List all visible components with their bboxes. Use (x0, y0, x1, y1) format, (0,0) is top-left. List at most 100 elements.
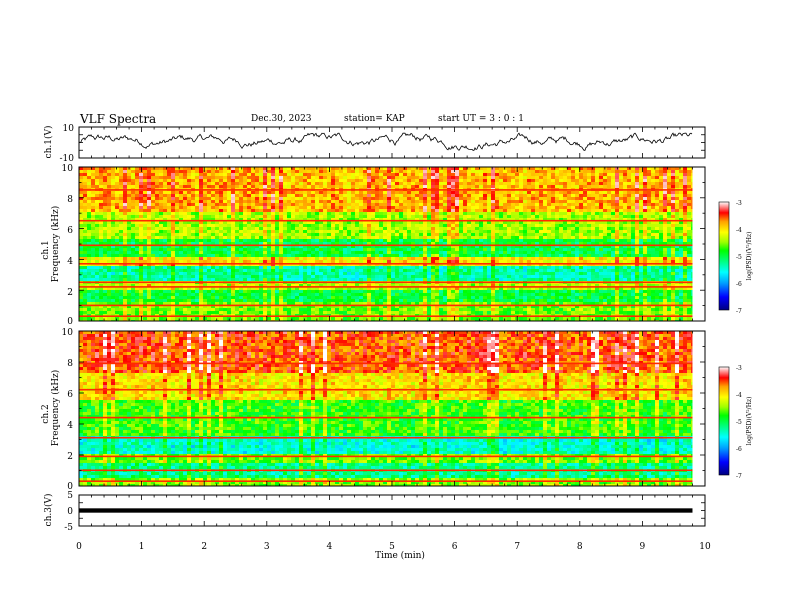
spectrogram-cell (275, 254, 279, 257)
spectrogram-cell (223, 236, 227, 239)
spectrogram-cell (303, 215, 307, 218)
spectrogram-cell (215, 224, 219, 227)
spectrogram-cell (607, 230, 611, 233)
spectrogram-cell (631, 206, 635, 209)
spectrogram-cell (119, 257, 123, 260)
spectrogram-cell (107, 203, 111, 206)
spectrogram-cell (223, 245, 227, 248)
spectrogram-cell (255, 251, 259, 254)
spectrogram-cell (547, 212, 551, 215)
spectrogram-cell (579, 215, 583, 218)
spectrogram-cell (163, 260, 167, 263)
spectrogram-cell (499, 197, 503, 200)
spectrogram-cell (615, 251, 619, 254)
spectrogram-cell (403, 218, 407, 221)
spectrogram-cell (527, 248, 531, 251)
spectrogram-cell (111, 209, 115, 212)
spectrogram-cell (647, 239, 651, 242)
spectrogram-cell (583, 167, 587, 170)
spectrogram-cell (471, 176, 475, 179)
spectrogram-cell (91, 173, 95, 176)
spectrogram-cell (311, 251, 315, 254)
spectrogram-cell (463, 191, 467, 194)
spectrogram-cell (563, 206, 567, 209)
spectrogram-cell (667, 170, 671, 173)
spectrogram-cell (603, 224, 607, 227)
spectrogram-cell (683, 197, 687, 200)
spectrogram-cell (219, 176, 223, 179)
spectrogram-cell (671, 248, 675, 251)
spectrogram-cell (347, 212, 351, 215)
spectrogram-cell (535, 248, 539, 251)
spectrogram-cell (175, 203, 179, 206)
spectrogram-cell (187, 221, 191, 224)
spectrogram-cell (187, 194, 191, 197)
spectrogram-cell (315, 239, 319, 242)
spectrogram-cell (479, 257, 483, 260)
spectrogram-cell (231, 248, 235, 251)
spectrogram-cell (363, 191, 367, 194)
spectrogram-cell (579, 260, 583, 263)
spectrogram-cell (351, 200, 355, 203)
spectrogram-cell (335, 215, 339, 218)
spectrogram-cell (247, 227, 251, 230)
spectrogram-cell (127, 215, 131, 218)
spectrogram-cell (95, 212, 99, 215)
spectrogram-cell (227, 176, 231, 179)
spectrogram-cell (483, 251, 487, 254)
spectrogram-cell (683, 236, 687, 239)
spectrogram-cell (99, 251, 103, 254)
spectrogram-cell (563, 224, 567, 227)
spectrogram-cell (591, 173, 595, 176)
spectrogram-cell (683, 227, 687, 230)
spectrogram-cell (603, 248, 607, 251)
spectrogram-cell (611, 194, 615, 197)
spectrogram-cell (179, 179, 183, 182)
spectrogram-cell (643, 242, 647, 245)
spectrogram-cell (239, 182, 243, 185)
spectrogram-cell (319, 191, 323, 194)
spectrogram-cell (455, 209, 459, 212)
spectrogram-cell (643, 179, 647, 182)
spectrogram-cell (447, 224, 451, 227)
spectrogram-cell (467, 200, 471, 203)
spectrogram-cell (459, 224, 463, 227)
spectrogram-cell (387, 185, 391, 188)
spectrogram-cell (455, 248, 459, 251)
spectrogram-cell (447, 254, 451, 257)
spectrogram-cell (615, 230, 619, 233)
spectrogram-cell (663, 215, 667, 218)
spectrogram-cell (243, 248, 247, 251)
spectrogram-cell (123, 260, 127, 263)
spectrogram-cell (531, 254, 535, 257)
spectrogram-cell (455, 260, 459, 263)
spectrogram-cell (111, 215, 115, 218)
spectrogram-cell (675, 230, 679, 233)
spectrogram-cell (375, 236, 379, 239)
spectrogram-cell (411, 173, 415, 176)
spectrogram-cell (511, 224, 515, 227)
spectrogram-cell (411, 248, 415, 251)
spectrogram-cell (187, 224, 191, 227)
spectrogram-cell (531, 173, 535, 176)
spectrogram-cell (627, 197, 631, 200)
spectrogram-cell (619, 245, 623, 248)
spectrogram-cell (103, 200, 107, 203)
spectrogram-cell (403, 221, 407, 224)
spectrogram-cell (511, 239, 515, 242)
spectrogram-cell (335, 248, 339, 251)
spectrogram-cell (463, 170, 467, 173)
spectrogram-cell (203, 254, 207, 257)
spectrogram-cell (583, 239, 587, 242)
spectrogram-cell (443, 224, 447, 227)
spectrogram-cell (539, 257, 543, 260)
spectrogram-cell (279, 170, 283, 173)
spectrogram-cell (91, 200, 95, 203)
spectrogram-cell (619, 242, 623, 245)
spectrogram-cell (235, 200, 239, 203)
spectrogram-cell (179, 227, 183, 230)
spectrogram-cell (247, 248, 251, 251)
spectrogram-cell (95, 197, 99, 200)
spectrogram-cell (115, 230, 119, 233)
spectrogram-cell (631, 233, 635, 236)
